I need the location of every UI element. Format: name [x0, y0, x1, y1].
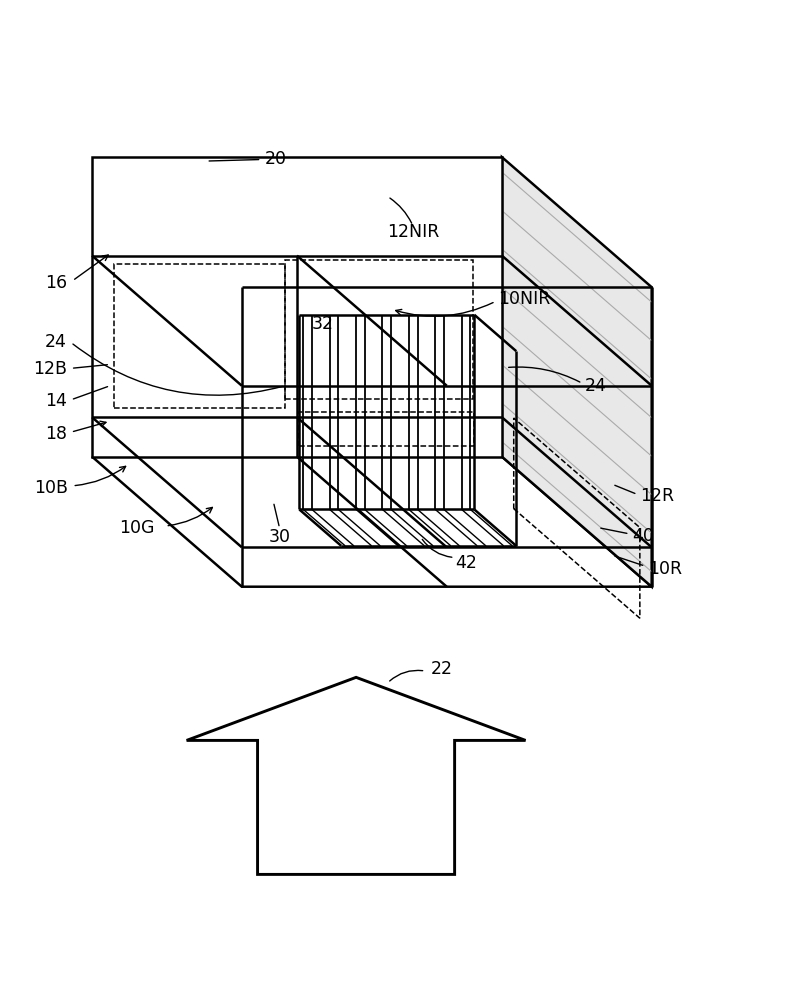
Text: 10NIR: 10NIR — [498, 290, 551, 308]
Text: 16: 16 — [44, 274, 66, 292]
Text: 10B: 10B — [34, 479, 68, 497]
Text: 24: 24 — [585, 377, 607, 395]
Text: 20: 20 — [265, 150, 286, 168]
Text: 12B: 12B — [32, 360, 66, 378]
Polygon shape — [92, 157, 502, 457]
Text: 14: 14 — [45, 392, 66, 410]
Text: 24: 24 — [45, 333, 66, 351]
Text: 30: 30 — [269, 528, 290, 546]
Text: 22: 22 — [431, 660, 453, 678]
Text: 12NIR: 12NIR — [387, 223, 439, 241]
Text: 10R: 10R — [648, 560, 682, 578]
Text: 40: 40 — [632, 527, 654, 545]
Text: 12R: 12R — [640, 487, 674, 505]
Text: 32: 32 — [312, 315, 334, 333]
Text: 18: 18 — [45, 425, 66, 443]
Text: 10G: 10G — [119, 519, 155, 537]
Polygon shape — [502, 157, 652, 587]
Text: 42: 42 — [456, 554, 478, 572]
Polygon shape — [92, 457, 652, 587]
